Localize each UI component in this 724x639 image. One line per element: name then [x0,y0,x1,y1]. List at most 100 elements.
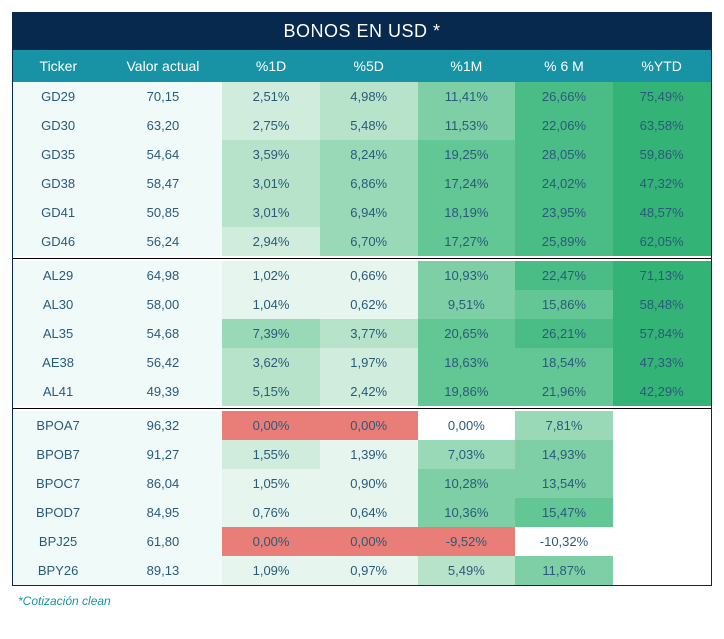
pct-cell: 62,05% [613,227,711,257]
pct-cell: 10,36% [418,498,516,527]
bonds-table: TickerValor actual%1D%5D%1M% 6 M%YTD GD2… [13,50,711,585]
pct-cell: 10,28% [418,469,516,498]
table-row: AL3058,001,04%0,62%9,51%15,86%58,48% [13,290,711,319]
pct-cell: 1,05% [222,469,320,498]
pct-cell: 0,00% [320,527,418,556]
column-header: % 6 M [515,50,613,82]
pct-cell: 2,42% [320,377,418,407]
ticker-cell: BPJ25 [13,527,104,556]
value-cell: 56,42 [104,348,223,377]
pct-cell: 0,64% [320,498,418,527]
table-row: AE3856,423,62%1,97%18,63%18,54%47,33% [13,348,711,377]
value-cell: 91,27 [104,440,223,469]
pct-cell: 0,00% [320,410,418,440]
value-cell: 56,24 [104,227,223,257]
pct-cell: -10,32% [515,527,613,556]
pct-cell: 6,86% [320,169,418,198]
pct-cell: 0,00% [418,410,516,440]
value-cell: 58,47 [104,169,223,198]
value-cell: 64,98 [104,260,223,290]
pct-cell: 3,01% [222,198,320,227]
pct-cell: 15,47% [515,498,613,527]
pct-cell: 5,49% [418,556,516,585]
table-row: BPOD784,950,76%0,64%10,36%15,47% [13,498,711,527]
table-row: BPOC786,041,05%0,90%10,28%13,54% [13,469,711,498]
pct-cell: 26,21% [515,319,613,348]
ticker-cell: GD29 [13,82,104,111]
pct-cell: 9,51% [418,290,516,319]
pct-cell: 47,33% [613,348,711,377]
value-cell: 89,13 [104,556,223,585]
table-header: TickerValor actual%1D%5D%1M% 6 M%YTD [13,50,711,82]
pct-cell: 3,59% [222,140,320,169]
pct-cell: 0,66% [320,260,418,290]
pct-cell: 3,01% [222,169,320,198]
pct-cell: 63,58% [613,111,711,140]
pct-cell: 7,81% [515,410,613,440]
pct-cell: 22,47% [515,260,613,290]
pct-cell: 17,27% [418,227,516,257]
pct-cell: 71,13% [613,260,711,290]
pct-cell: 6,70% [320,227,418,257]
pct-cell: 20,65% [418,319,516,348]
pct-cell: 42,29% [613,377,711,407]
pct-cell [613,556,711,585]
pct-cell: 11,41% [418,82,516,111]
ticker-cell: BPOD7 [13,498,104,527]
pct-cell: 14,93% [515,440,613,469]
pct-cell [613,440,711,469]
pct-cell: 0,00% [222,527,320,556]
pct-cell: 19,25% [418,140,516,169]
ticker-cell: BPOC7 [13,469,104,498]
value-cell: 58,00 [104,290,223,319]
pct-cell [613,527,711,556]
ticker-cell: AL29 [13,260,104,290]
table-row: GD4150,853,01%6,94%18,19%23,95%48,57% [13,198,711,227]
pct-cell: 5,15% [222,377,320,407]
pct-cell: 19,86% [418,377,516,407]
column-header: %5D [320,50,418,82]
pct-cell: 57,84% [613,319,711,348]
bonds-table-container: BONOS EN USD * TickerValor actual%1D%5D%… [12,12,712,586]
pct-cell: 1,39% [320,440,418,469]
pct-cell: 0,97% [320,556,418,585]
pct-cell: 4,98% [320,82,418,111]
table-row: BPOA796,320,00%0,00%0,00%7,81% [13,410,711,440]
ticker-cell: AE38 [13,348,104,377]
pct-cell: 75,49% [613,82,711,111]
value-cell: 61,80 [104,527,223,556]
ticker-cell: BPOB7 [13,440,104,469]
value-cell: 50,85 [104,198,223,227]
table-row: GD2970,152,51%4,98%11,41%26,66%75,49% [13,82,711,111]
ticker-cell: AL41 [13,377,104,407]
ticker-cell: AL30 [13,290,104,319]
pct-cell [613,498,711,527]
column-header: %YTD [613,50,711,82]
pct-cell: 11,87% [515,556,613,585]
table-row: GD3554,643,59%8,24%19,25%28,05%59,86% [13,140,711,169]
footnote: *Cotización clean [12,586,712,612]
pct-cell: 7,39% [222,319,320,348]
value-cell: 54,68 [104,319,223,348]
pct-cell: 5,48% [320,111,418,140]
ticker-cell: GD35 [13,140,104,169]
table-title: BONOS EN USD * [13,13,711,50]
table-row: GD3858,473,01%6,86%17,24%24,02%47,32% [13,169,711,198]
value-cell: 96,32 [104,410,223,440]
column-header: %1D [222,50,320,82]
value-cell: 86,04 [104,469,223,498]
pct-cell: 24,02% [515,169,613,198]
column-header: Valor actual [104,50,223,82]
pct-cell: 18,54% [515,348,613,377]
pct-cell: 1,02% [222,260,320,290]
value-cell: 54,64 [104,140,223,169]
ticker-cell: GD46 [13,227,104,257]
pct-cell: 13,54% [515,469,613,498]
table-body: GD2970,152,51%4,98%11,41%26,66%75,49%GD3… [13,82,711,585]
column-header: %1M [418,50,516,82]
ticker-cell: GD30 [13,111,104,140]
pct-cell: 58,48% [613,290,711,319]
table-row: AL2964,981,02%0,66%10,93%22,47%71,13% [13,260,711,290]
pct-cell: 15,86% [515,290,613,319]
ticker-cell: BPOA7 [13,410,104,440]
